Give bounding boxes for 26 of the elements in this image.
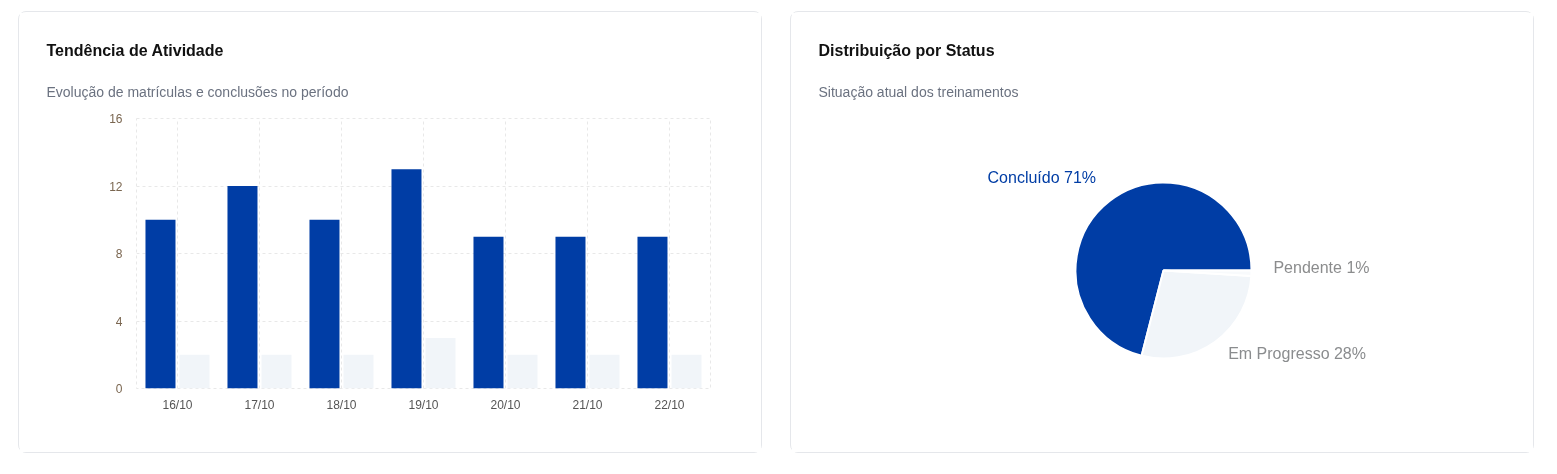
- chart-subtitle: Situação atual dos treinamentos: [818, 83, 1019, 100]
- x-tick-label: 16/10: [162, 397, 193, 412]
- bar: [555, 236, 586, 389]
- y-tick-label: 4: [115, 314, 123, 329]
- x-tick-label: 19/10: [408, 397, 439, 412]
- bar: [227, 186, 258, 389]
- slice-label: Pendente 1%: [1273, 259, 1370, 277]
- x-tick-label: 17/10: [244, 397, 275, 412]
- slice-label: Concluído 71%: [987, 169, 1097, 187]
- bar: [637, 236, 668, 389]
- y-tick-label: 8: [115, 247, 123, 261]
- chart-subtitle: Evolução de matrículas e conclusões no período: [46, 83, 349, 100]
- bar: [391, 169, 422, 389]
- y-tick-label: 12: [109, 179, 123, 194]
- x-tick-label: 22/10: [654, 397, 685, 412]
- bar: [473, 236, 504, 389]
- x-tick-label: 18/10: [326, 397, 357, 412]
- bar: [145, 219, 176, 389]
- slice-label: Em Progresso 28%: [1228, 344, 1366, 362]
- chart-title: Distribuição por Status: [818, 41, 995, 59]
- x-tick-label: 21/10: [572, 397, 603, 412]
- y-tick-label: 16: [109, 112, 123, 126]
- chart-title: Tendência de Atividade: [46, 41, 224, 59]
- y-tick-label: 0: [115, 382, 123, 396]
- x-tick-label: 20/10: [490, 397, 521, 412]
- bar: [309, 219, 340, 389]
